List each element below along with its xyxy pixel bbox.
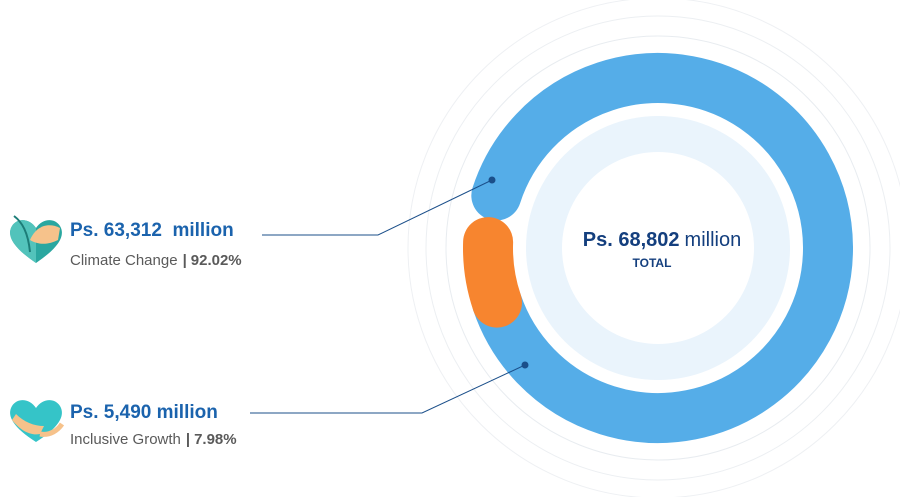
leader-dot (521, 361, 529, 369)
value-label: 7.98% (194, 431, 237, 448)
donut (463, 53, 853, 443)
separator: | (186, 431, 190, 448)
donut-segment (471, 53, 853, 443)
value-label: 92.02% (191, 252, 242, 269)
leader-lines (250, 176, 529, 414)
leader-line (262, 179, 493, 236)
separator: | (183, 252, 187, 269)
background-rings (407, 0, 900, 497)
donut-segment (463, 217, 523, 328)
category-name: Climate Change (70, 252, 178, 269)
leader-line (250, 364, 526, 414)
leader-dot (488, 176, 496, 184)
total-unit: million (685, 229, 742, 251)
amount-label: Ps. 63,312 million (70, 220, 234, 241)
category-name: Inclusive Growth (70, 431, 181, 448)
category-label: Inclusive Growth | 7.98% (70, 431, 237, 448)
inclusive-icon (10, 400, 65, 442)
total-label: Ps. 68,802 million (583, 229, 741, 251)
amount-label: Ps. 5,490 million (70, 402, 218, 423)
total-amount: Ps. 68,802 (583, 229, 680, 251)
climate-icon (10, 215, 62, 263)
category-label: Climate Change | 92.02% (70, 252, 242, 269)
total-caption: TOTAL (633, 256, 672, 270)
